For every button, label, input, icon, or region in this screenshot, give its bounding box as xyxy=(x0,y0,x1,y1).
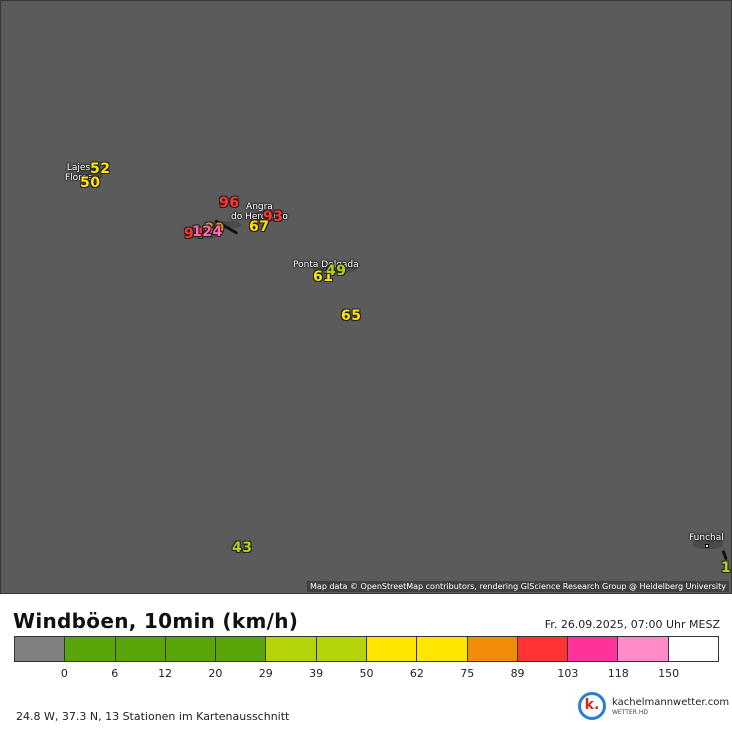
color-scale-swatch xyxy=(266,637,317,661)
color-scale-tick-label: 0 xyxy=(60,667,68,680)
city-label-lajes-line2: Flores xyxy=(65,173,92,183)
color-scale-bar xyxy=(14,636,719,662)
city-label-angra-line2: do Heroísmo xyxy=(231,212,288,222)
legend-title: Windböen, 10min (km/h) xyxy=(13,609,299,633)
color-scale-swatch xyxy=(366,637,418,661)
color-scale-tick-label: 50 xyxy=(359,667,374,680)
color-scale-tick-label: 6 xyxy=(111,667,119,680)
footer-station-info: 24.8 W, 37.3 N, 13 Stationen im Kartenau… xyxy=(16,710,290,723)
station-gust-value[interactable]: 49 xyxy=(326,263,347,279)
station-gust-value[interactable]: 1 xyxy=(721,560,732,576)
color-scale-swatch xyxy=(15,637,66,661)
island-terceira xyxy=(253,211,283,221)
island-flores xyxy=(77,167,103,181)
color-scale-tick-label: 12 xyxy=(158,667,173,680)
station-gust-value[interactable]: 65 xyxy=(341,308,362,324)
station-gust-value[interactable]: 43 xyxy=(232,540,253,556)
color-scale-swatch xyxy=(618,637,669,661)
city-label-angra-line1: Angra xyxy=(246,202,273,212)
city-label-lajes-line1: Lajes xyxy=(66,163,91,173)
color-scale-tick-label: 75 xyxy=(460,667,475,680)
color-scale-swatch xyxy=(115,637,166,661)
station-gust-value[interactable]: 94 xyxy=(184,226,205,242)
color-scale-tick-label: 62 xyxy=(409,667,424,680)
city-marker-funchal xyxy=(705,544,709,548)
color-scale-swatch xyxy=(568,637,619,661)
color-scale-swatch xyxy=(517,637,569,661)
color-scale-tick-label: 39 xyxy=(309,667,324,680)
station-gust-value[interactable]: 61 xyxy=(313,269,334,285)
brand-subtitle: WETTER HD xyxy=(612,709,648,716)
color-scale-swatch xyxy=(65,637,116,661)
brand-link[interactable]: k. kachelmannwetter.com WETTER HD xyxy=(578,691,730,723)
city-label-funchal: Funchal xyxy=(689,533,724,543)
color-scale-tick-label: 89 xyxy=(510,667,525,680)
brand-logo-letter: k. xyxy=(584,697,600,713)
station-gust-value[interactable]: 93 xyxy=(263,209,284,225)
coast-line-madeira xyxy=(721,549,728,561)
station-gust-value[interactable]: 67 xyxy=(249,219,270,235)
brand-name: kachelmannwetter.com xyxy=(612,697,730,708)
color-scale-swatch xyxy=(668,637,718,661)
color-scale-tick-label: 150 xyxy=(658,667,680,680)
color-scale-swatch xyxy=(467,637,518,661)
color-scale-swatch xyxy=(417,637,468,661)
color-scale-swatch xyxy=(316,637,367,661)
station-gust-value[interactable]: 50 xyxy=(80,175,101,191)
city-label-lajes: Lajes Flores xyxy=(65,163,92,183)
color-scale-tick-label: 29 xyxy=(258,667,273,680)
map-attribution: Map data © OpenStreetMap contributors, r… xyxy=(307,581,729,592)
color-scale-swatch xyxy=(216,637,267,661)
station-gust-value[interactable]: 80 xyxy=(204,221,225,237)
color-scale-tick-label: 103 xyxy=(557,667,579,680)
color-scale-tick-label: 118 xyxy=(607,667,629,680)
color-scale-ticks: 0 6 12 20 29 39 50 62 75 89 103 118 150 xyxy=(14,667,719,681)
color-scale-tick-label: 20 xyxy=(208,667,223,680)
color-scale-swatch xyxy=(165,637,217,661)
city-label-angra: Angra do Heroísmo xyxy=(231,202,288,222)
city-label-funchal-line1: Funchal xyxy=(689,533,724,543)
city-label-ponta-delgada: Ponta Delgada xyxy=(293,260,359,270)
station-gust-value[interactable]: 124 xyxy=(192,224,223,240)
station-gust-value[interactable]: 52 xyxy=(90,161,111,177)
brand-logo-icon: k. xyxy=(578,692,606,720)
legend-datetime: Fr. 26.09.2025, 07:00 Uhr MESZ xyxy=(544,618,720,631)
city-label-ponta-delgada-line1: Ponta Delgada xyxy=(293,260,359,270)
island-sao-miguel xyxy=(313,263,357,273)
map-area[interactable]: Lajes Flores Angra do Heroísmo Ponta Del… xyxy=(0,0,732,594)
station-gust-value[interactable]: 96 xyxy=(219,195,240,211)
